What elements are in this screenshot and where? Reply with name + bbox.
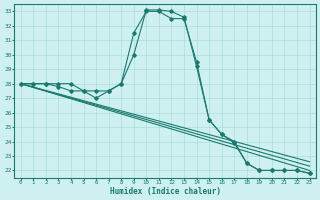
X-axis label: Humidex (Indice chaleur): Humidex (Indice chaleur) [110,187,220,196]
